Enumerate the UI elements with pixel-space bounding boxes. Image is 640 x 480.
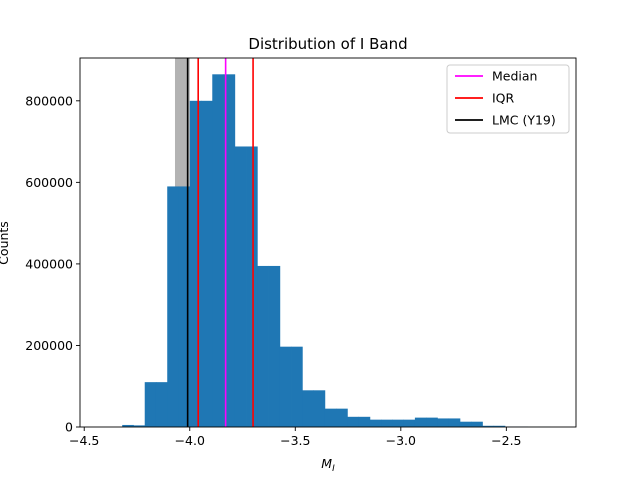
axes-layer: −4.5 −4.0 −3.5 −3.0 −2.5 0 200000 400000 600000 8… [25,57,577,448]
y-axis-title: Counts [0,221,11,265]
histogram-bar [246,146,258,427]
histogram-bar [178,186,191,427]
histogram-bar [302,390,314,427]
y-tick-label: 800000 [25,93,73,108]
x-axis-title-subscript: I [332,464,335,474]
legend-label: IQR [492,91,515,106]
histogram-bar [268,265,281,427]
x-tick-label: −3.5 [280,433,310,448]
x-axis-title-main: M [321,456,332,471]
vertical-lines-layer [186,58,254,427]
histogram-bar [471,421,483,427]
histogram-bar [426,417,438,427]
histogram-bar [493,425,506,427]
y-tick-label: 600000 [25,175,73,190]
histogram-bar [167,186,179,427]
histogram-bar [392,419,405,427]
histogram-bar [403,419,416,427]
legend-box [446,64,570,134]
histogram-bar [414,417,427,427]
histogram-bar [369,419,382,427]
histogram-bar [291,346,303,427]
histogram-bar [336,408,348,427]
histogram-bar [313,390,326,427]
histogram-bar [144,382,157,427]
histogram-bar [223,74,236,428]
histogram-bar [381,419,393,427]
histogram-bar [212,74,224,428]
histogram-bar [324,408,337,427]
x-tick-label: −3.0 [386,433,416,448]
y-tick-label: 200000 [25,338,73,353]
x-tick-label: −4.5 [69,433,99,448]
plot-frame [79,57,577,428]
legend: Median IQR LMC (Y19) [446,64,570,134]
histogram-bar [155,382,168,427]
histogram-bar [448,418,461,427]
histogram-bar [122,424,134,427]
histogram-bar [358,416,371,427]
x-tick-label: −2.5 [491,433,521,448]
histogram-bar [482,425,495,427]
histogram-bar [257,265,269,427]
histogram-bar [234,146,247,427]
histogram-bar [279,346,292,427]
histogram-bar [189,100,202,427]
bars-layer [122,74,551,428]
histogram-bar [437,418,450,427]
histogram-bar [201,100,213,427]
histogram-bar [347,416,360,427]
legend-label: LMC (Y19) [492,113,556,128]
y-tick-label: 400000 [25,256,73,271]
histogram-bar [133,425,146,427]
x-tick-label: −4.0 [175,433,205,448]
histogram-bar [459,421,472,427]
y-tick-label: 0 [65,420,73,435]
x-axis-title: MI [321,456,335,474]
legend-label: Median [492,69,537,84]
chart-title: Distribution of I Band [248,35,407,53]
